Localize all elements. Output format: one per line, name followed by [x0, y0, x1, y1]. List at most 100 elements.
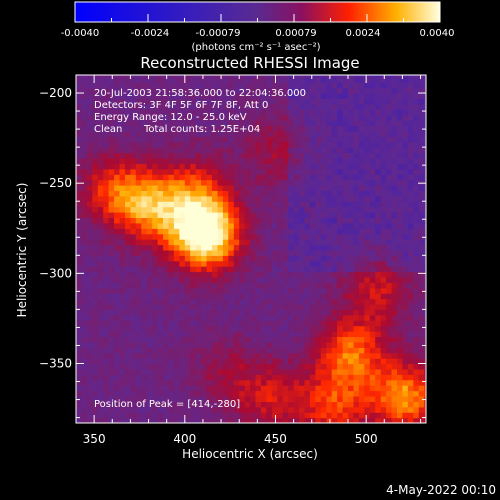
heatmap-cell — [195, 314, 202, 321]
heatmap-cell — [369, 109, 376, 116]
heatmap-cell — [413, 385, 420, 392]
heatmap-cell — [407, 130, 414, 137]
heatmap-cell — [201, 76, 208, 83]
heatmap-cell — [402, 412, 409, 419]
heatmap-cell — [342, 179, 349, 186]
heatmap-cell — [364, 125, 371, 132]
heatmap-cell — [168, 314, 175, 321]
heatmap-cell — [326, 401, 333, 408]
heatmap-cell — [266, 141, 273, 148]
heatmap-cell — [282, 136, 289, 143]
heatmap-cell — [299, 271, 306, 278]
heatmap-cell — [380, 103, 387, 110]
heatmap-cell — [331, 93, 338, 99]
y-tick-label: −300 — [39, 266, 72, 280]
heatmap-cell — [326, 249, 333, 256]
heatmap-cell — [141, 260, 148, 267]
heatmap-cell — [86, 206, 93, 213]
heatmap-cell — [282, 163, 289, 170]
heatmap-cell — [315, 152, 322, 159]
heatmap-cell — [163, 271, 169, 278]
heatmap-cell — [261, 163, 267, 170]
heatmap-cell — [299, 374, 306, 381]
heatmap-cell — [386, 206, 393, 213]
heatmap-cell — [309, 125, 316, 132]
heatmap-cell — [397, 249, 403, 256]
heatmap-cell — [141, 93, 148, 99]
heatmap-cell — [375, 309, 382, 316]
heatmap-cell — [397, 282, 403, 289]
heatmap-cell — [92, 217, 99, 224]
heatmap-cell — [304, 379, 311, 386]
heatmap-cell — [228, 185, 235, 191]
heatmap-cell — [342, 352, 349, 359]
heatmap-cell — [358, 341, 365, 348]
heatmap-cell — [418, 341, 425, 348]
heatmap-cell — [320, 206, 327, 213]
heatmap-cell — [92, 336, 99, 343]
heatmap-cell — [293, 314, 300, 321]
heatmap-cell — [326, 125, 333, 132]
heatmap-cell — [309, 87, 316, 94]
heatmap-cell — [293, 358, 300, 365]
heatmap-cell — [190, 87, 197, 94]
heatmap-cell — [380, 98, 387, 105]
heatmap-cell — [320, 147, 327, 154]
heatmap-cell — [184, 163, 191, 170]
heatmap-cell — [92, 244, 99, 251]
heatmap-cell — [391, 141, 398, 148]
heatmap-cell — [288, 341, 295, 348]
heatmap-cell — [375, 130, 382, 137]
heatmap-cell — [337, 401, 344, 408]
heatmap-cell — [152, 76, 159, 83]
heatmap-cell — [315, 190, 322, 197]
heatmap-cell — [141, 125, 148, 132]
heatmap-cell — [152, 260, 159, 267]
heatmap-cell — [418, 87, 425, 94]
heatmap-cell — [299, 98, 306, 105]
heatmap-cell — [222, 320, 229, 327]
heatmap-cell — [114, 228, 121, 235]
heatmap-cell — [108, 136, 115, 143]
heatmap-cell — [326, 390, 333, 397]
heatmap-cell — [222, 287, 229, 294]
heatmap-cell — [413, 75, 420, 78]
heatmap-cell — [114, 201, 121, 208]
heatmap-cell — [173, 98, 180, 105]
heatmap-cell — [201, 190, 208, 197]
heatmap-cell — [375, 244, 382, 251]
heatmap-cell — [413, 363, 420, 370]
heatmap-cell — [168, 222, 175, 229]
heatmap-cell — [125, 320, 131, 327]
heatmap-cell — [413, 103, 420, 110]
heatmap-cell — [320, 368, 327, 375]
heatmap-cell — [244, 212, 251, 218]
heatmap-cell — [358, 103, 365, 110]
heatmap-cell — [103, 87, 110, 94]
heatmap-cell — [380, 287, 387, 294]
heatmap-cell — [168, 76, 175, 83]
heatmap-cell — [309, 320, 316, 327]
heatmap-cell — [108, 103, 115, 110]
heatmap-cell — [86, 396, 93, 402]
heatmap-cell — [358, 266, 365, 273]
heatmap-cell — [92, 358, 99, 365]
heatmap-cell — [348, 412, 354, 419]
heatmap-cell — [277, 157, 284, 164]
heatmap-cell — [222, 233, 229, 240]
heatmap-cell — [342, 168, 349, 175]
heatmap-cell — [358, 157, 365, 164]
heatmap-cell — [114, 276, 121, 283]
heatmap-cell — [402, 282, 409, 289]
heatmap-cell — [201, 201, 208, 208]
heatmap-cell — [119, 374, 126, 381]
heatmap-cell — [195, 276, 202, 283]
heatmap-cell — [86, 363, 93, 370]
heatmap-cell — [168, 130, 175, 137]
heatmap-cell — [386, 276, 393, 283]
heatmap-cell — [179, 260, 186, 267]
y-tick-label: −200 — [39, 86, 72, 100]
heatmap-cell — [184, 179, 191, 186]
heatmap-cell — [386, 157, 393, 164]
heatmap-cell — [293, 157, 300, 164]
